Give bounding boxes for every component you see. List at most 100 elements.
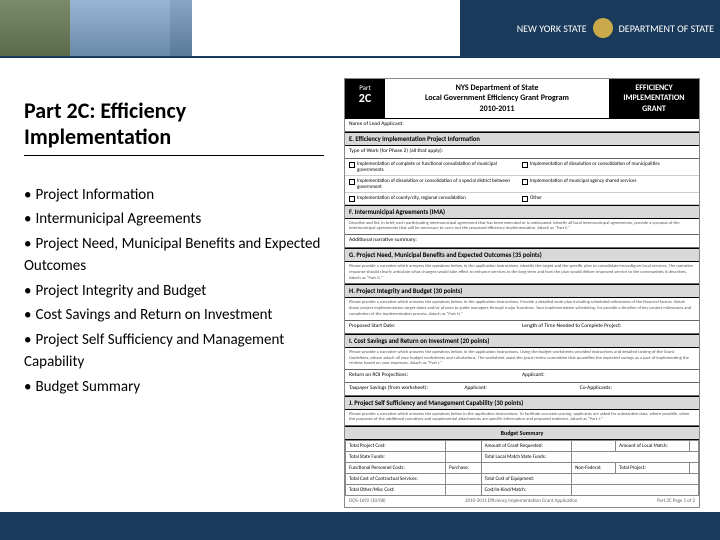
form-title-line: NYS Department of State bbox=[389, 83, 605, 93]
bullet-item: •Cost Savings and Return on Investment bbox=[24, 304, 324, 327]
i-applicant-label: Applicant: bbox=[522, 372, 695, 380]
section-i-head: I. Cost Savings and Return on Investment… bbox=[345, 334, 699, 348]
budget-cell bbox=[689, 441, 698, 452]
bullet-text: Project Need, Municipal Benefits and Exp… bbox=[24, 235, 320, 276]
main-content: Part 2C: Efficiency Implementation •Proj… bbox=[0, 58, 720, 508]
checkbox-label: Implementation of county/city, regional … bbox=[357, 195, 466, 201]
h-start-date-label: Proposed Start Date: bbox=[349, 323, 522, 331]
budget-cell: Total Cost of Contractual Services: bbox=[346, 474, 446, 485]
state-label: NEW YORK STATE bbox=[517, 22, 587, 35]
checkbox-row: Implementation of complete or functional… bbox=[345, 159, 699, 176]
budget-cell bbox=[572, 441, 616, 452]
budget-cell bbox=[446, 441, 481, 452]
bullet-text: Project Integrity and Budget bbox=[35, 282, 206, 300]
budget-summary-head: Budget Summary bbox=[345, 426, 699, 440]
form-footer: DOS-1692 (10/08) 2010-2011 Efficiency Im… bbox=[345, 496, 699, 506]
checkbox-icon bbox=[349, 179, 355, 185]
budget-table: Total Project Cost: Amount of Grant Requ… bbox=[345, 440, 699, 496]
budget-cell: Total Local Match State Funds: bbox=[481, 452, 572, 463]
bullet-text: Intermunicipal Agreements bbox=[35, 210, 201, 228]
state-seal-icon bbox=[593, 18, 613, 38]
bullet-item: •Intermunicipal Agreements bbox=[24, 208, 324, 231]
budget-cell: Total Project Cost: bbox=[346, 441, 446, 452]
checkbox-icon bbox=[522, 162, 528, 168]
typework-label: Type of Work (for Phase 2) (all that app… bbox=[345, 146, 699, 159]
header-thumbnails bbox=[0, 0, 192, 56]
applicant-row: Name of Lead Applicant: bbox=[345, 119, 699, 132]
budget-cell: Total Cost of Equipment: bbox=[481, 474, 572, 485]
section-g-head: G. Project Need, Municipal Benefits and … bbox=[345, 248, 699, 262]
form-center-title: NYS Department of State Local Government… bbox=[385, 79, 609, 118]
i-roi-label: Return on ROI Projections: bbox=[349, 372, 522, 380]
budget-cell bbox=[572, 485, 699, 496]
section-h-dates: Proposed Start Date: Length of Time Need… bbox=[345, 321, 699, 334]
bullet-text: Project Information bbox=[35, 186, 154, 204]
table-row: Total Cost of Contractual Services: Tota… bbox=[346, 474, 699, 485]
checkbox-row: Implementation of dissolution or consoli… bbox=[345, 176, 699, 193]
slide-title: Part 2C: Efficiency Implementation bbox=[24, 98, 324, 156]
form-grant-line: EFFICIENCY bbox=[611, 83, 697, 93]
table-row: Total State Funds: Total Local Match Sta… bbox=[346, 452, 699, 463]
bullet-text: Budget Summary bbox=[35, 378, 140, 396]
section-g-text: Please provide a narrative which answers… bbox=[345, 262, 699, 285]
slide-header: NEW YORK STATE DEPARTMENT OF STATE bbox=[0, 0, 720, 58]
form-title-line: Local Government Efficiency Grant Progra… bbox=[389, 93, 605, 103]
form-right-box: EFFICIENCY IMPLEMENTATION GRANT bbox=[609, 79, 699, 118]
footer-right: Part 2C Page 1 of 2 bbox=[657, 498, 695, 504]
h-length-label: Length of Time Needed to Complete Projec… bbox=[522, 323, 695, 331]
section-f-label: Additional narrative summary: bbox=[345, 235, 699, 248]
budget-cell bbox=[481, 463, 572, 474]
form-grant-line: IMPLEMENTATION bbox=[611, 93, 697, 103]
footer-left: DOS-1692 (10/08) bbox=[349, 498, 386, 504]
section-f-text: Describe and list, in brief, each partic… bbox=[345, 219, 699, 236]
header-agency-bar: NEW YORK STATE DEPARTMENT OF STATE bbox=[460, 0, 720, 56]
form-header: Part 2C NYS Department of State Local Go… bbox=[345, 79, 699, 119]
budget-cell bbox=[572, 452, 699, 463]
budget-cell: Amount of Local Match: bbox=[616, 441, 690, 452]
budget-cell: Non-Federal: bbox=[572, 463, 616, 474]
table-row: Functional Personnel Costs: Purchase: No… bbox=[346, 463, 699, 474]
budget-cell: Total Project: bbox=[616, 463, 690, 474]
section-f-head: F. Intermunicipal Agreements (IMA) bbox=[345, 205, 699, 219]
form-grant-line: GRANT bbox=[611, 104, 697, 114]
section-e-head: E. Efficiency Implementation Project Inf… bbox=[345, 132, 699, 146]
i-tax-label: Taxpayer Savings (from worksheet): bbox=[349, 385, 464, 393]
checkbox-icon bbox=[349, 162, 355, 168]
checkbox-label: Implementation of dissolution or consoli… bbox=[530, 161, 660, 167]
budget-cell: Functional Personnel Costs: bbox=[346, 463, 446, 474]
checkbox-label: Implementation of complete or functional… bbox=[357, 161, 522, 173]
budget-cell: Total Other/Misc Cost: bbox=[346, 485, 446, 496]
table-row: Total Project Cost: Amount of Grant Requ… bbox=[346, 441, 699, 452]
section-i-text: Please provide a narrative which answers… bbox=[345, 348, 699, 371]
bullet-item: •Project Need, Municipal Benefits and Ex… bbox=[24, 233, 324, 278]
section-h-text: Please provide a narrative which answers… bbox=[345, 298, 699, 321]
section-j-text: Please provide a narrative which answers… bbox=[345, 410, 699, 427]
form-title-line: 2010-2011 bbox=[389, 104, 605, 114]
form-part-label: Part bbox=[347, 83, 383, 92]
budget-cell bbox=[446, 452, 481, 463]
bullet-item: •Project Self Sufficiency and Management… bbox=[24, 329, 324, 374]
bullet-text: Project Self Sufficiency and Management … bbox=[24, 331, 284, 372]
budget-cell bbox=[446, 485, 481, 496]
slide-footer-bar bbox=[0, 512, 720, 540]
budget-cell bbox=[446, 474, 481, 485]
section-h-head: H. Project Integrity and Budget (30 poin… bbox=[345, 284, 699, 298]
section-i-roi: Return on ROI Projections: Applicant: bbox=[345, 370, 699, 383]
budget-cell bbox=[689, 463, 698, 474]
checkbox-icon bbox=[522, 196, 528, 202]
budget-cell bbox=[572, 474, 699, 485]
bullet-list: •Project Information •Intermunicipal Agr… bbox=[24, 184, 324, 399]
bullet-item: •Budget Summary bbox=[24, 376, 324, 399]
header-image-2 bbox=[70, 0, 170, 56]
checkbox-icon bbox=[522, 179, 528, 185]
section-i-tax: Taxpayer Savings (from worksheet): Appli… bbox=[345, 383, 699, 396]
table-row: Total Other/Misc Cost: Cost/In-Kind/Matc… bbox=[346, 485, 699, 496]
header-image-3 bbox=[170, 0, 192, 56]
header-image-1 bbox=[0, 0, 70, 56]
form-preview: Part 2C NYS Department of State Local Go… bbox=[344, 78, 700, 508]
checkbox-row: Implementation of county/city, regional … bbox=[345, 193, 699, 205]
bullet-item: •Project Information bbox=[24, 184, 324, 207]
bullet-item: •Project Integrity and Budget bbox=[24, 280, 324, 303]
checkbox-label: Other bbox=[530, 195, 542, 201]
bullet-text: Cost Savings and Return on Investment bbox=[35, 306, 272, 324]
